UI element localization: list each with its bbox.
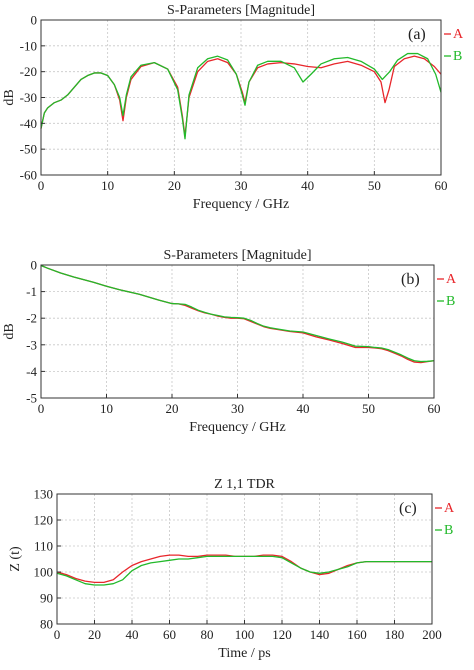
x-tick-label: 0 — [54, 627, 61, 642]
y-tick-label: 0 — [31, 258, 38, 273]
y-tick-label: 90 — [40, 591, 53, 606]
x-tick-label: 60 — [435, 178, 448, 193]
x-tick-label: 20 — [166, 401, 179, 416]
panel-label: (b) — [401, 271, 420, 288]
x-tick-label: 20 — [168, 178, 181, 193]
y-tick-label: 100 — [34, 565, 54, 580]
legend-label-b: B — [444, 523, 453, 538]
y-tick-label: -5 — [26, 391, 37, 406]
y-tick-label: -20 — [20, 64, 37, 79]
y-tick-label: -2 — [26, 311, 37, 326]
series-line-b — [40, 52, 442, 140]
y-tick-label: -30 — [20, 90, 37, 105]
chart-title: S-Parameters [Magnitude] — [167, 3, 315, 18]
x-tick-label: 50 — [368, 178, 381, 193]
x-tick-label: 30 — [235, 178, 248, 193]
x-tick-label: 180 — [385, 627, 405, 642]
x-tick-label: 20 — [88, 627, 101, 642]
y-tick-label: -3 — [26, 337, 37, 352]
series-line-b — [56, 555, 432, 586]
chart-panel-1: 0 10 20 30 40 50 60 0 -1 -2 -3 -4 -5 S-Parameters [Ma… — [2, 248, 457, 435]
panel-label: (a) — [408, 26, 426, 43]
x-tick-label: 140 — [310, 627, 330, 642]
x-tick-label: 0 — [38, 401, 45, 416]
x-axis-label: Time / ps — [218, 646, 270, 661]
chart-title: Z 1,1 TDR — [214, 477, 275, 492]
x-tick-label: 160 — [347, 627, 367, 642]
x-axis-label: Frequency / GHz — [189, 420, 285, 435]
x-tick-label: 200 — [422, 627, 442, 642]
y-axis-label: dB — [2, 323, 17, 339]
x-tick-label: 40 — [301, 178, 314, 193]
legend-label-a: A — [453, 27, 464, 42]
x-tick-label: 40 — [126, 627, 139, 642]
x-tick-label: 120 — [272, 627, 292, 642]
x-tick-label: 10 — [100, 401, 113, 416]
y-axis-label: Z (t) — [8, 546, 23, 572]
chart-title: S-Parameters [Magnitude] — [163, 248, 311, 263]
y-tick-label: 0 — [31, 13, 38, 28]
x-tick-label: 40 — [297, 401, 310, 416]
x-tick-label: 60 — [428, 401, 441, 416]
y-tick-label: 120 — [34, 513, 54, 528]
y-tick-label: -1 — [26, 284, 37, 299]
x-tick-label: 50 — [362, 401, 375, 416]
y-tick-label: 110 — [34, 539, 53, 554]
legend-label-a: A — [444, 501, 455, 516]
legend-label-b: B — [446, 294, 455, 309]
y-tick-label: -4 — [26, 364, 37, 379]
x-axis-label: Frequency / GHz — [193, 197, 289, 212]
x-tick-label: 60 — [163, 627, 176, 642]
y-tick-label: -10 — [20, 38, 37, 53]
series-line-b — [40, 264, 435, 363]
chart-panel-2: 0 20 40 60 80 100 120 140 160 180 200 130 120 110 100 9… — [8, 477, 455, 661]
x-tick-label: 100 — [235, 627, 255, 642]
x-tick-label: 10 — [101, 178, 114, 193]
y-tick-label: 80 — [40, 617, 53, 632]
y-tick-label: 130 — [34, 487, 54, 502]
x-tick-label: 30 — [231, 401, 244, 416]
y-axis-label: dB — [2, 89, 17, 105]
legend-label-b: B — [453, 49, 462, 64]
y-tick-label: -60 — [20, 168, 37, 183]
panel-label: (c) — [399, 500, 417, 517]
y-tick-label: -50 — [20, 142, 37, 157]
y-tick-label: -40 — [20, 116, 37, 131]
x-tick-label: 80 — [201, 627, 214, 642]
chart-panel-0: 0 10 20 30 40 50 60 0 -10 -20 -30 -40 -50 -60 S-Parame… — [2, 3, 464, 212]
legend-label-a: A — [446, 272, 457, 287]
x-tick-label: 0 — [38, 178, 45, 193]
